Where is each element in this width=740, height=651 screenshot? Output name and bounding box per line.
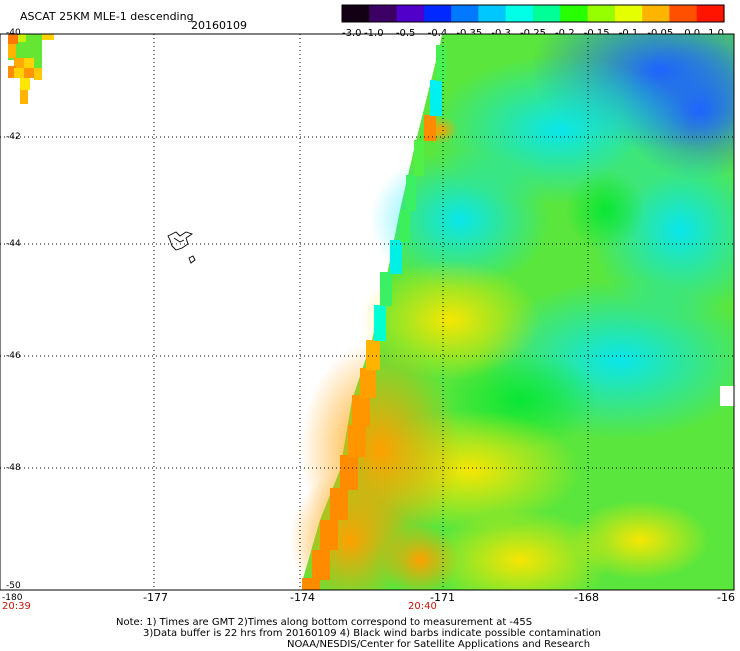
time-label: 20:40 — [408, 601, 437, 612]
lon-label: -16 — [717, 591, 735, 604]
colorbar-segment — [423, 5, 452, 22]
lat-label: -50 — [6, 581, 21, 591]
colorbar-segment — [451, 5, 480, 22]
colorbar-segment — [669, 5, 698, 22]
note-line-2: 3)Data buffer is 22 hrs from 20160109 4)… — [143, 628, 601, 639]
swath-data — [290, 34, 734, 590]
lat-label: -48 — [6, 463, 21, 473]
island-outline — [167, 231, 196, 264]
swath-edge-pixels — [302, 45, 734, 590]
colorbar — [341, 4, 725, 23]
lat-label: -46 — [6, 351, 21, 361]
lon-label: -171 — [430, 591, 455, 604]
colorbar-segment — [505, 5, 534, 22]
lon-label: -168 — [574, 591, 599, 604]
lat-label: -44 — [6, 239, 21, 249]
colorbar-segment — [533, 5, 561, 22]
note-line-3: NOAA/NESDIS/Center for Satellite Applica… — [287, 639, 591, 650]
plot-frame — [0, 33, 735, 591]
colorbar-segment — [396, 5, 425, 22]
colorbar-segment — [342, 5, 370, 22]
colorbar-segment — [369, 5, 398, 22]
lon-label: -174 — [290, 591, 315, 604]
lat-lon-grid — [0, 34, 734, 590]
colorbar-segment — [642, 5, 671, 22]
colorbar-segment — [478, 5, 507, 22]
colorbar-segment — [560, 5, 589, 22]
time-label: 20:39 — [2, 601, 31, 612]
colorbar-segment — [587, 5, 616, 22]
colorbar-segment — [696, 5, 725, 22]
lat-label: -40 — [6, 28, 21, 38]
map-date: 20160109 — [191, 19, 247, 32]
colorbar-segment — [614, 5, 643, 22]
corner-patch — [8, 34, 54, 104]
lon-label: -177 — [143, 591, 168, 604]
note-line-1: Note: 1) Times are GMT 2)Times along bot… — [116, 617, 533, 628]
lat-label: -42 — [6, 132, 21, 142]
map-title: ASCAT 25KM MLE-1 descending — [20, 10, 194, 23]
lon-label: -180 — [2, 593, 23, 603]
colorbar-outline — [341, 4, 725, 23]
